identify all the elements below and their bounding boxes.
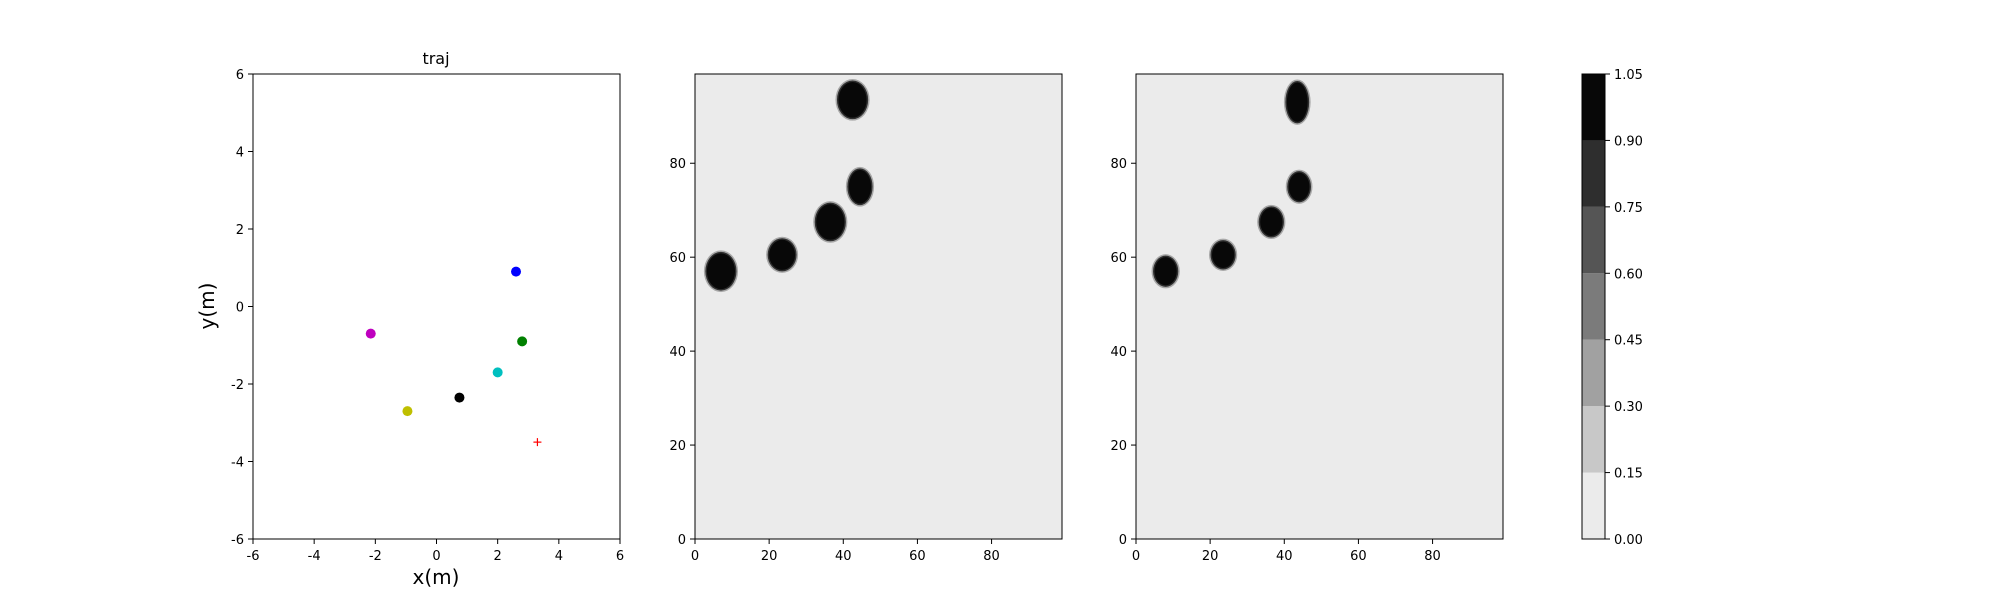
heatmap-1-x-tick-label: 60 <box>909 549 926 564</box>
heatmap-1-background <box>695 74 1062 539</box>
colorbar-level <box>1582 273 1605 340</box>
colorbar-level <box>1582 406 1605 473</box>
heatmap-1-x-tick-label: 20 <box>761 549 778 564</box>
heatmap-1-y-tick-label: 0 <box>678 533 686 548</box>
traj-points <box>365 266 542 447</box>
traj-x-tick-label: 0 <box>432 549 440 564</box>
colorbar-tick-label: 0.60 <box>1614 267 1643 282</box>
heatmap-2-y-tick-label: 60 <box>1110 251 1127 266</box>
heatmap-panel-2: 0 20 40 60 80 0 20 40 60 80 <box>1110 73 1504 564</box>
traj-x-ticks: -6 -4 -2 0 2 4 6 <box>247 539 624 564</box>
traj-y-axis-label: y(m) <box>195 283 219 330</box>
heatmap-2-y-tick-label: 0 <box>1119 533 1127 548</box>
heatmap-2-blobs <box>1151 79 1313 289</box>
obstacle-blob <box>1285 169 1313 204</box>
heatmap-2-x-tick-label: 60 <box>1350 549 1367 564</box>
heatmap-2-y-tick-label: 40 <box>1110 345 1127 360</box>
obstacle-blob <box>1208 238 1238 271</box>
heatmap-1-frame <box>694 73 1063 540</box>
heatmap-1-x-tick-label: 0 <box>691 549 699 564</box>
colorbar-tick-label: 1.05 <box>1614 68 1643 83</box>
colorbar-tick-label: 0.75 <box>1614 201 1643 216</box>
colorbar-ticks: 0.00 0.15 0.30 0.45 0.60 0.75 0.90 1.05 <box>1605 68 1643 548</box>
heatmap-2-y-tick-label: 80 <box>1110 157 1127 172</box>
agent-point <box>492 367 503 378</box>
heatmap-1-y-ticks: 0 20 40 60 80 <box>669 157 695 548</box>
traj-x-tick-label: -2 <box>369 549 382 564</box>
traj-x-tick-label: 2 <box>494 549 502 564</box>
traj-y-tick-label: 6 <box>236 68 244 83</box>
traj-y-tick-label: 2 <box>236 223 244 238</box>
heatmap-2-x-tick-label: 20 <box>1202 549 1219 564</box>
traj-y-tick-label: -4 <box>231 456 244 471</box>
traj-x-tick-label: -6 <box>247 549 260 564</box>
colorbar-tick-label: 0.00 <box>1614 533 1643 548</box>
traj-y-tick-label: -2 <box>231 378 244 393</box>
heatmap-1-y-tick-label: 40 <box>669 345 686 360</box>
traj-x-tick-label: 4 <box>555 549 563 564</box>
heatmap-2-frame <box>1135 73 1504 540</box>
heatmap-2-x-tick-label: 40 <box>1276 549 1293 564</box>
agent-point <box>454 392 465 403</box>
colorbar-level <box>1582 74 1605 141</box>
agent-point <box>365 328 376 339</box>
heatmap-1-blobs <box>703 78 875 293</box>
obstacle-blob <box>1283 79 1311 125</box>
colorbar-level <box>1582 339 1605 407</box>
obstacle-blob <box>766 236 799 273</box>
obstacle-blob <box>835 78 870 121</box>
traj-x-tick-label: -4 <box>308 549 321 564</box>
heatmap-1-x-tick-label: 80 <box>983 549 1000 564</box>
colorbar-level <box>1582 206 1605 274</box>
obstacle-blob <box>845 166 875 207</box>
heatmap-2-background <box>1136 74 1503 539</box>
heatmap-2-x-tick-label: 80 <box>1424 549 1441 564</box>
goal-plus-marker <box>533 438 542 447</box>
traj-panel: traj -6 -4 -2 0 2 4 6 -6 -4 -2 0 2 4 6 x(m) y(m) <box>195 49 624 589</box>
colorbar-tick-label: 0.15 <box>1614 467 1643 482</box>
agent-point <box>402 406 413 417</box>
traj-x-tick-label: 6 <box>616 549 624 564</box>
heatmap-1-y-tick-label: 60 <box>669 251 686 266</box>
heatmap-2-y-ticks: 0 20 40 60 80 <box>1110 157 1136 548</box>
heatmap-1-y-tick-label: 80 <box>669 157 686 172</box>
heatmap-panel-1: 0 20 40 60 80 0 20 40 60 80 <box>669 73 1063 564</box>
colorbar-frame <box>1581 73 1606 540</box>
obstacle-blob <box>1151 254 1180 289</box>
obstacle-blob <box>813 201 848 243</box>
heatmap-2-x-tick-label: 0 <box>1132 549 1140 564</box>
obstacle-blob <box>703 250 739 293</box>
traj-y-tick-label: 4 <box>236 146 244 161</box>
traj-y-tick-label: -6 <box>231 533 244 548</box>
colorbar-level <box>1582 472 1605 539</box>
traj-plot-area <box>252 73 621 540</box>
colorbar: 0.00 0.15 0.30 0.45 0.60 0.75 0.90 1.05 <box>1581 68 1643 548</box>
traj-y-tick-label: 0 <box>236 301 244 316</box>
agent-point <box>511 266 522 277</box>
heatmap-1-x-tick-label: 40 <box>835 549 852 564</box>
colorbar-tick-label: 0.30 <box>1614 400 1643 415</box>
colorbar-tick-label: 0.90 <box>1614 134 1643 149</box>
obstacle-blob <box>1257 204 1286 240</box>
colorbar-tick-label: 0.45 <box>1614 334 1643 349</box>
heatmap-2-y-tick-label: 20 <box>1110 439 1127 454</box>
heatmap-2-x-ticks: 0 20 40 60 80 <box>1132 539 1441 564</box>
traj-title: traj <box>422 49 449 68</box>
heatmap-1-x-ticks: 0 20 40 60 80 <box>691 539 1000 564</box>
traj-x-axis-label: x(m) <box>413 565 460 589</box>
colorbar-level <box>1582 140 1605 207</box>
agent-point <box>517 336 528 347</box>
heatmap-1-y-tick-label: 20 <box>669 439 686 454</box>
colorbar-levels <box>1582 74 1605 539</box>
traj-y-ticks: -6 -4 -2 0 2 4 6 <box>231 68 253 548</box>
